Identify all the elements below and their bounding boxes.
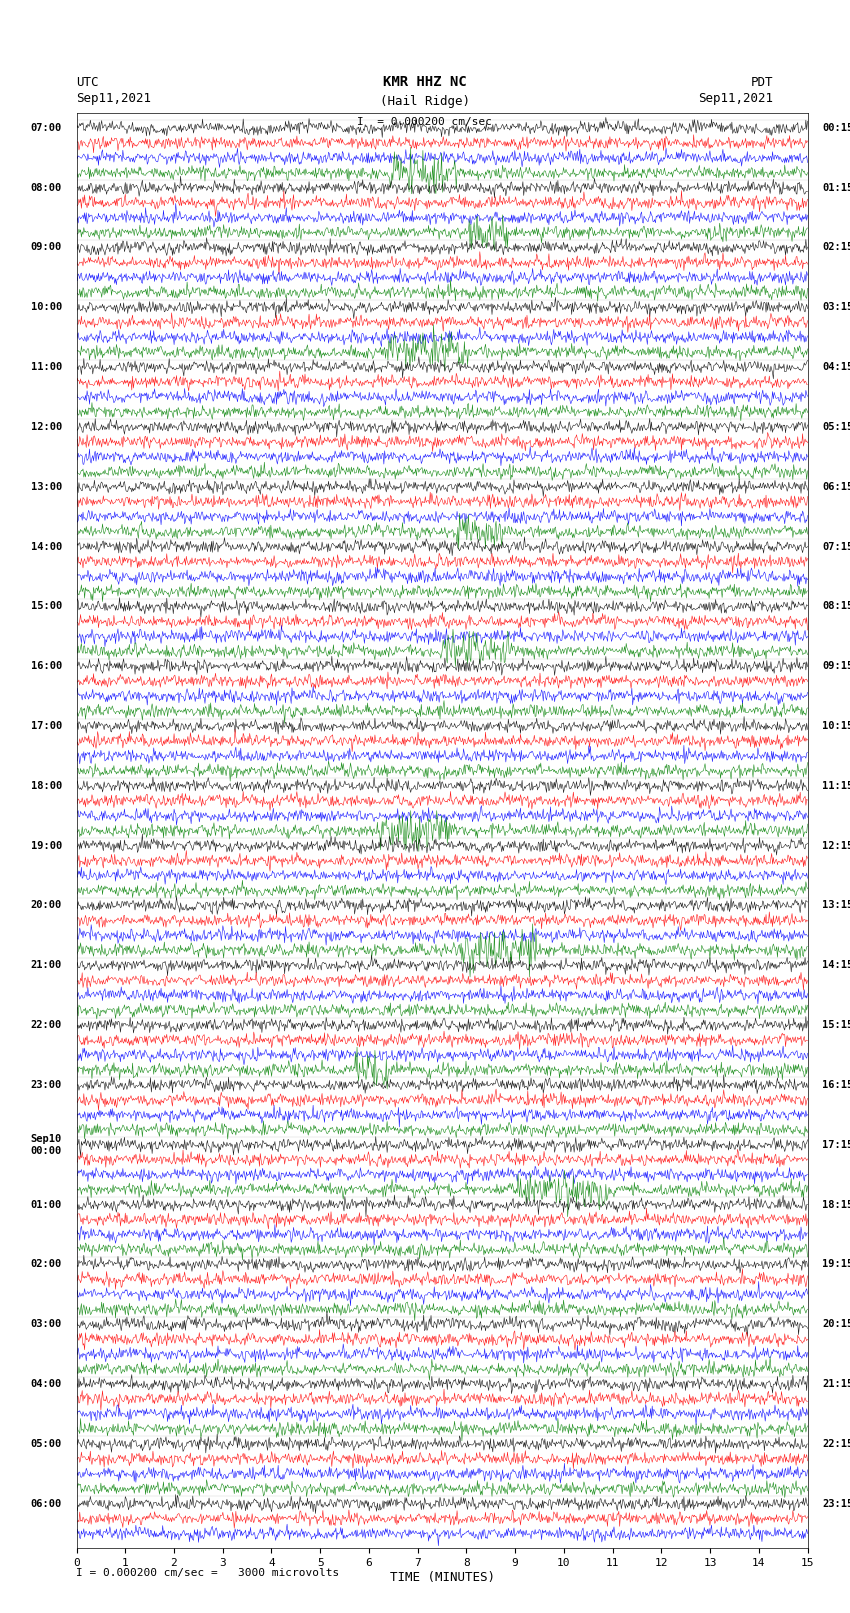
Text: 07:00: 07:00 xyxy=(31,123,62,132)
Text: 04:15: 04:15 xyxy=(822,363,850,373)
Text: UTC: UTC xyxy=(76,76,99,89)
Text: 12:15: 12:15 xyxy=(822,840,850,850)
Text: 19:15: 19:15 xyxy=(822,1260,850,1269)
Text: 16:00: 16:00 xyxy=(31,661,62,671)
Text: Sep11,2021: Sep11,2021 xyxy=(699,92,774,105)
Text: 01:00: 01:00 xyxy=(31,1200,62,1210)
Text: 06:00: 06:00 xyxy=(31,1498,62,1508)
Text: 14:15: 14:15 xyxy=(822,960,850,971)
X-axis label: TIME (MINUTES): TIME (MINUTES) xyxy=(389,1571,495,1584)
Text: 15:15: 15:15 xyxy=(822,1019,850,1031)
Text: 06:15: 06:15 xyxy=(822,482,850,492)
Text: 07:15: 07:15 xyxy=(822,542,850,552)
Text: 11:00: 11:00 xyxy=(31,363,62,373)
Text: 23:15: 23:15 xyxy=(822,1498,850,1508)
Text: 02:15: 02:15 xyxy=(822,242,850,253)
Text: 16:15: 16:15 xyxy=(822,1081,850,1090)
Text: I  = 0.000200 cm/sec: I = 0.000200 cm/sec xyxy=(357,118,492,127)
Text: 04:00: 04:00 xyxy=(31,1379,62,1389)
Text: (Hail Ridge): (Hail Ridge) xyxy=(380,95,470,108)
Text: 12:00: 12:00 xyxy=(31,423,62,432)
Text: I = 0.000200 cm/sec =   3000 microvolts: I = 0.000200 cm/sec = 3000 microvolts xyxy=(76,1568,340,1578)
Text: 23:00: 23:00 xyxy=(31,1081,62,1090)
Text: 15:00: 15:00 xyxy=(31,602,62,611)
Text: 20:00: 20:00 xyxy=(31,900,62,910)
Text: 03:15: 03:15 xyxy=(822,302,850,313)
Text: 13:15: 13:15 xyxy=(822,900,850,910)
Text: 18:15: 18:15 xyxy=(822,1200,850,1210)
Text: Sep11,2021: Sep11,2021 xyxy=(76,92,151,105)
Text: 11:15: 11:15 xyxy=(822,781,850,790)
Text: 21:00: 21:00 xyxy=(31,960,62,971)
Text: 09:15: 09:15 xyxy=(822,661,850,671)
Text: 03:00: 03:00 xyxy=(31,1319,62,1329)
Text: PDT: PDT xyxy=(751,76,774,89)
Text: 02:00: 02:00 xyxy=(31,1260,62,1269)
Text: 05:15: 05:15 xyxy=(822,423,850,432)
Text: 20:15: 20:15 xyxy=(822,1319,850,1329)
Text: 13:00: 13:00 xyxy=(31,482,62,492)
Text: Sep10
00:00: Sep10 00:00 xyxy=(31,1134,62,1155)
Text: 19:00: 19:00 xyxy=(31,840,62,850)
Text: 22:15: 22:15 xyxy=(822,1439,850,1448)
Text: 00:15: 00:15 xyxy=(822,123,850,132)
Text: 01:15: 01:15 xyxy=(822,182,850,192)
Text: 21:15: 21:15 xyxy=(822,1379,850,1389)
Text: 17:00: 17:00 xyxy=(31,721,62,731)
Text: 08:00: 08:00 xyxy=(31,182,62,192)
Text: 18:00: 18:00 xyxy=(31,781,62,790)
Text: KMR HHZ NC: KMR HHZ NC xyxy=(383,74,467,89)
Text: 10:15: 10:15 xyxy=(822,721,850,731)
Text: 14:00: 14:00 xyxy=(31,542,62,552)
Text: 05:00: 05:00 xyxy=(31,1439,62,1448)
Text: 09:00: 09:00 xyxy=(31,242,62,253)
Text: 10:00: 10:00 xyxy=(31,302,62,313)
Text: 08:15: 08:15 xyxy=(822,602,850,611)
Text: 17:15: 17:15 xyxy=(822,1140,850,1150)
Text: 22:00: 22:00 xyxy=(31,1019,62,1031)
